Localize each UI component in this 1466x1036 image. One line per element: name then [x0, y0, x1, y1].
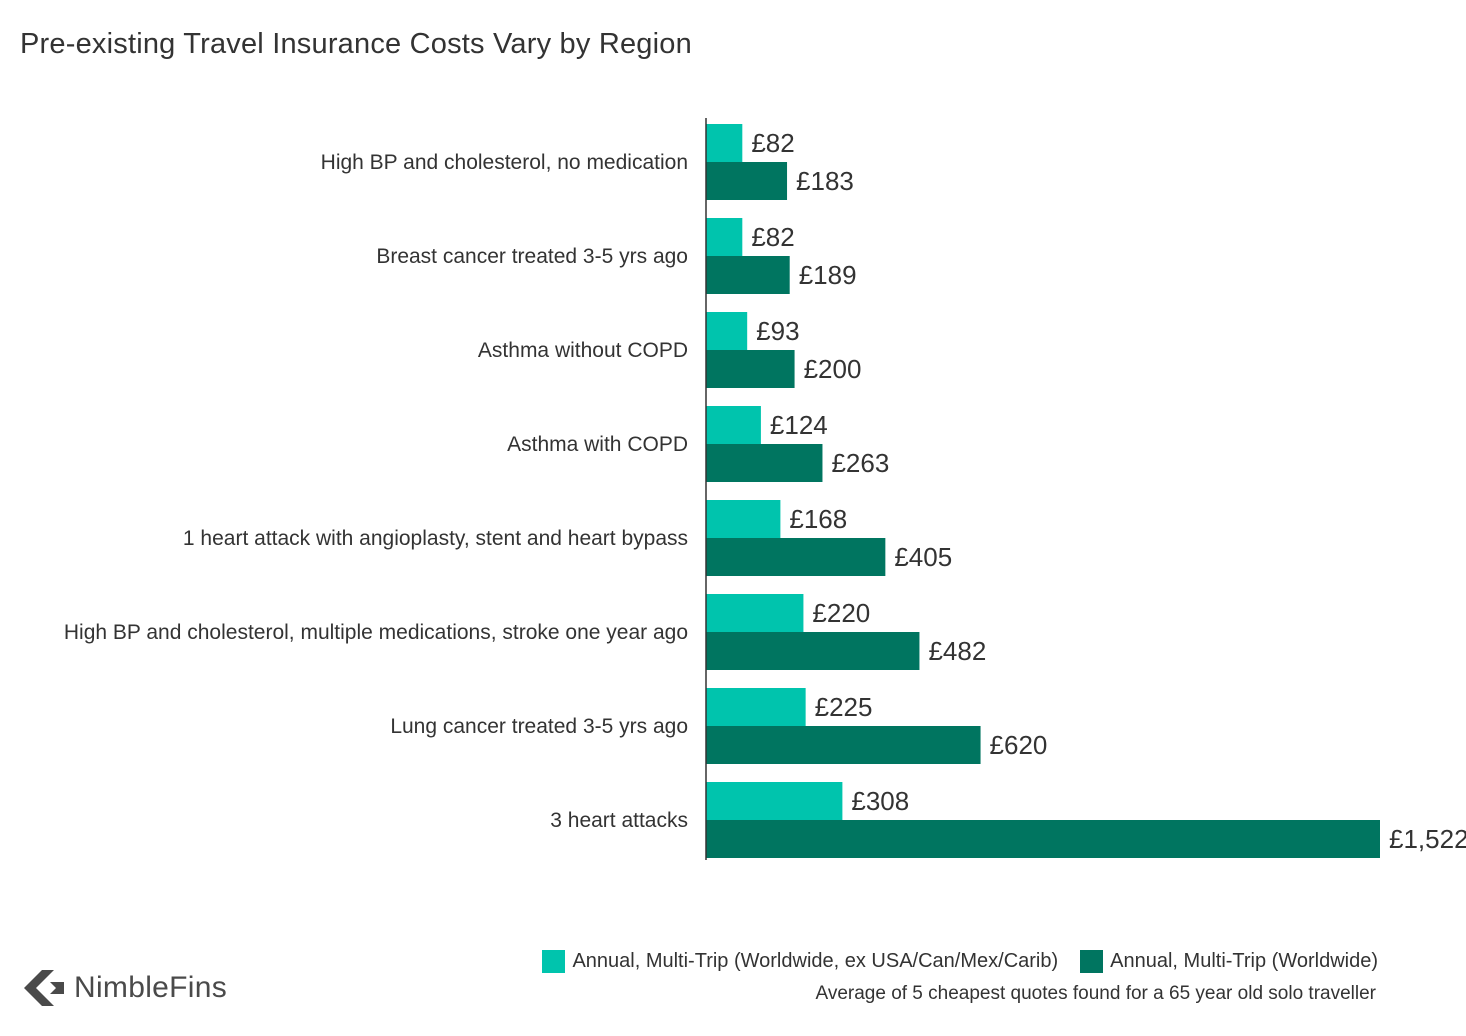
- bar-series-2: [706, 162, 788, 200]
- bar-series-1: [706, 688, 806, 726]
- bar-series-1: [706, 218, 743, 256]
- bar-value-label: £183: [796, 166, 854, 196]
- legend-swatch-series-2: [1080, 950, 1104, 973]
- chart-footnote: Average of 5 cheapest quotes found for a…: [815, 983, 1376, 1004]
- legend-label-series-1: Annual, Multi-Trip (Worldwide, ex USA/Ca…: [572, 950, 1059, 972]
- category-label: Lung cancer treated 3-5 yrs ago: [390, 715, 688, 738]
- brand-logo: NimbleFins: [20, 968, 227, 1008]
- chart-title: Pre-existing Travel Insurance Costs Vary…: [20, 28, 692, 60]
- bar-value-label: £620: [990, 730, 1048, 760]
- category-label: 3 heart attacks: [550, 809, 688, 832]
- bar-series-2: [706, 632, 920, 670]
- bar-series-2: [706, 726, 981, 764]
- bar-series-1: [706, 782, 843, 820]
- chart-legend: Annual, Multi-Trip (Worldwide, ex USA/Ca…: [520, 950, 1378, 973]
- bar-value-label: £189: [799, 260, 857, 290]
- category-label: 1 heart attack with angioplasty, stent a…: [183, 527, 688, 550]
- bar-value-label: £220: [812, 598, 870, 628]
- bar-series-1: [706, 500, 781, 538]
- category-label: High BP and cholesterol, no medication: [321, 151, 688, 174]
- bar-series-1: [706, 312, 748, 350]
- bar-series-2: [706, 820, 1380, 858]
- legend-label-series-2: Annual, Multi-Trip (Worldwide): [1110, 950, 1378, 972]
- bar-series-1: [706, 594, 804, 632]
- category-label: High BP and cholesterol, multiple medica…: [64, 621, 688, 644]
- bar-value-label: £225: [815, 692, 873, 722]
- legend-item-series-2: Annual, Multi-Trip (Worldwide): [1080, 950, 1378, 973]
- bar-value-label: £93: [756, 316, 799, 346]
- brand-name: NimbleFins: [74, 971, 228, 1004]
- bar-value-label: £168: [789, 504, 847, 534]
- bar-value-label: £200: [804, 354, 862, 384]
- category-label: Asthma without COPD: [478, 339, 688, 362]
- bar-value-label: £82: [751, 222, 794, 252]
- bar-series-2: [706, 444, 823, 482]
- legend-item-series-1: Annual, Multi-Trip (Worldwide, ex USA/Ca…: [542, 950, 1058, 973]
- bar-value-label: £124: [770, 410, 828, 440]
- category-label: Asthma with COPD: [507, 433, 688, 456]
- bar-value-label: £82: [751, 128, 794, 158]
- legend-swatch-series-1: [542, 950, 566, 973]
- bar-value-label: £405: [894, 542, 952, 572]
- bar-value-label: £308: [851, 786, 909, 816]
- bar-value-label: £482: [928, 636, 986, 666]
- category-label: Breast cancer treated 3-5 yrs ago: [376, 245, 688, 268]
- bar-value-label: £263: [831, 448, 889, 478]
- chevron-left-icon: [24, 970, 64, 1006]
- bar-series-1: [706, 406, 761, 444]
- bar-value-label: £1,522: [1389, 824, 1466, 854]
- bar-series-1: [706, 124, 743, 162]
- bar-series-2: [706, 538, 886, 576]
- bar-series-2: [706, 350, 795, 388]
- bar-series-2: [706, 256, 790, 294]
